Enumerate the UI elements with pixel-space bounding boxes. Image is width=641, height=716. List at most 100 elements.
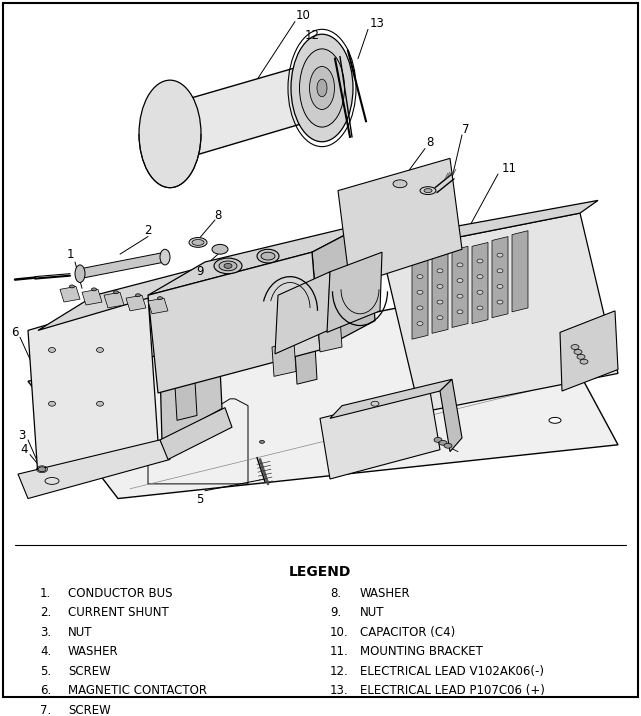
Ellipse shape [417,321,423,326]
Ellipse shape [291,34,353,142]
Text: 7.: 7. [40,704,51,716]
Polygon shape [327,252,382,332]
Polygon shape [492,236,508,318]
Ellipse shape [477,275,483,279]
Polygon shape [104,292,124,308]
Text: NUT: NUT [68,626,92,639]
Text: 13.: 13. [330,684,349,697]
Polygon shape [126,295,146,311]
Polygon shape [165,61,330,161]
Polygon shape [560,311,618,391]
Ellipse shape [257,249,279,263]
Ellipse shape [49,347,56,352]
Ellipse shape [376,442,384,447]
Ellipse shape [139,80,201,188]
Text: 8: 8 [214,208,222,221]
Text: 9: 9 [196,265,204,279]
Text: 3.: 3. [40,626,51,639]
Ellipse shape [192,239,204,246]
Ellipse shape [497,284,503,289]
Polygon shape [318,318,342,352]
Polygon shape [452,246,468,327]
Ellipse shape [457,310,463,314]
Text: 6.: 6. [40,684,51,697]
Text: ELECTRICAL LEAD P107C06 (+): ELECTRICAL LEAD P107C06 (+) [360,684,545,697]
Ellipse shape [38,467,46,472]
Polygon shape [512,231,528,312]
Text: 11.: 11. [330,645,349,658]
Ellipse shape [477,259,483,263]
Ellipse shape [189,238,207,247]
Ellipse shape [477,290,483,294]
Polygon shape [472,243,488,324]
Text: 5.: 5. [40,664,51,678]
Text: 5: 5 [196,493,204,505]
Text: 1.: 1. [40,586,51,599]
Ellipse shape [317,79,327,97]
Text: MAGNETIC CONTACTOR: MAGNETIC CONTACTOR [68,684,207,697]
Ellipse shape [92,288,97,291]
Ellipse shape [97,347,103,352]
Text: 10.: 10. [330,626,349,639]
Text: WASHER: WASHER [68,645,119,658]
Ellipse shape [457,263,463,267]
Polygon shape [175,381,197,420]
Text: CAPACITOR (C4): CAPACITOR (C4) [360,626,455,639]
Ellipse shape [299,49,344,127]
Polygon shape [320,391,440,479]
Ellipse shape [75,265,85,283]
Ellipse shape [135,294,140,296]
Text: CONDUCTOR BUS: CONDUCTOR BUS [68,586,172,599]
Text: 12: 12 [304,29,319,42]
Polygon shape [158,264,222,442]
Ellipse shape [497,300,503,304]
Polygon shape [160,407,232,460]
Ellipse shape [310,67,335,110]
Ellipse shape [417,290,423,294]
Polygon shape [275,272,330,354]
Text: LEGEND: LEGEND [289,565,351,579]
Text: 2: 2 [144,224,152,237]
Ellipse shape [444,443,452,448]
Ellipse shape [160,249,170,265]
Ellipse shape [437,300,443,304]
Text: 3: 3 [19,428,26,442]
Polygon shape [295,345,317,384]
Ellipse shape [457,294,463,298]
Polygon shape [338,158,462,286]
Text: 2.: 2. [40,606,51,619]
Text: 8.: 8. [330,586,341,599]
Ellipse shape [219,261,237,271]
Ellipse shape [497,268,503,273]
Text: 10: 10 [296,9,311,22]
Polygon shape [382,200,598,252]
Text: WASHER: WASHER [360,586,411,599]
Polygon shape [60,286,80,302]
Text: 8: 8 [426,136,434,149]
Text: SCREW: SCREW [68,664,111,678]
Text: 4: 4 [21,443,28,456]
Ellipse shape [371,401,379,406]
Ellipse shape [497,253,503,257]
Ellipse shape [437,316,443,319]
Ellipse shape [420,187,436,195]
Ellipse shape [424,188,432,193]
Ellipse shape [113,291,119,294]
Ellipse shape [417,306,423,310]
Ellipse shape [49,401,56,406]
Polygon shape [28,281,618,498]
Polygon shape [312,223,375,350]
Text: 11: 11 [502,162,517,175]
Ellipse shape [393,180,407,188]
Ellipse shape [158,296,163,299]
Ellipse shape [214,258,242,274]
Polygon shape [272,342,296,377]
Polygon shape [412,258,428,339]
Polygon shape [382,213,618,412]
Ellipse shape [212,244,228,254]
Text: 6: 6 [12,326,19,339]
Ellipse shape [571,344,579,349]
Ellipse shape [477,306,483,310]
Polygon shape [148,223,368,295]
Ellipse shape [457,279,463,283]
